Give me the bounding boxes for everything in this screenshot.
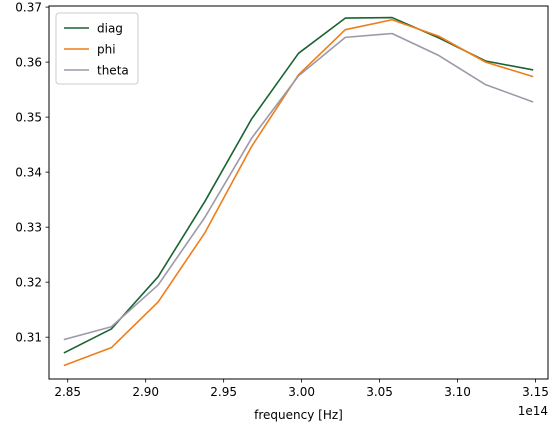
- x-tick-label: 3.00: [288, 385, 315, 399]
- legend-box: [55, 12, 139, 85]
- x-tick-label: 2.90: [132, 385, 159, 399]
- x-tick-label: 3.15: [522, 385, 549, 399]
- y-tick-label: 0.36: [15, 55, 42, 69]
- plot-frame: [48, 5, 549, 380]
- y-axis: 0.31 0.32 0.33 0.34 0.35 0.36 0.37: [15, 0, 49, 344]
- x-tick-label: 2.85: [54, 385, 81, 399]
- legend-label-theta: theta: [97, 63, 129, 77]
- x-axis-offset-label: 1e14: [518, 404, 548, 418]
- x-tick-label: 3.10: [444, 385, 471, 399]
- x-tick-label: 3.05: [366, 385, 393, 399]
- x-axis: 2.85 2.90 2.95 3.00 3.05 3.10 3.15: [54, 379, 549, 399]
- y-tick-label: 0.31: [15, 330, 42, 344]
- y-tick-label: 0.35: [15, 110, 42, 124]
- x-tick-label: 2.95: [210, 385, 237, 399]
- series-layer: [63, 16, 534, 367]
- y-tick-label: 0.32: [15, 275, 42, 289]
- y-tick-label: 0.37: [15, 0, 42, 14]
- series-line-theta: [63, 32, 534, 341]
- legend: diag phi theta: [55, 12, 139, 85]
- y-tick-label: 0.33: [15, 220, 42, 234]
- legend-label-diag: diag: [97, 21, 123, 35]
- legend-label-phi: phi: [97, 42, 116, 56]
- y-tick-label: 0.34: [15, 165, 42, 179]
- x-axis-label: frequency [Hz]: [254, 408, 343, 422]
- series-line-phi: [63, 18, 534, 367]
